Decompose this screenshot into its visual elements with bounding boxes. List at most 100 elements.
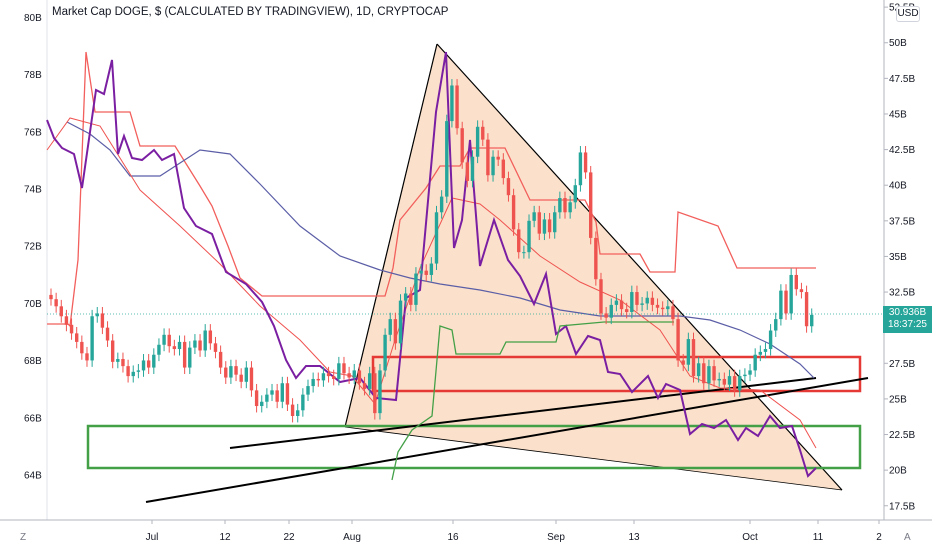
candle bbox=[275, 383, 279, 409]
candle-body bbox=[547, 219, 552, 233]
candle-body bbox=[280, 383, 284, 402]
ichimoku-green-line bbox=[391, 321, 674, 481]
candle-body bbox=[563, 198, 567, 213]
candle bbox=[388, 312, 392, 342]
candle-body bbox=[619, 300, 624, 310]
candle bbox=[80, 335, 84, 360]
candle-body bbox=[398, 300, 403, 344]
candle-body bbox=[177, 341, 182, 350]
candle bbox=[121, 352, 125, 373]
candle bbox=[116, 352, 120, 369]
right-tick-label: 35B bbox=[889, 252, 907, 263]
time-tick-label: 22 bbox=[283, 532, 295, 543]
candle-body bbox=[496, 156, 500, 160]
candle bbox=[203, 324, 207, 357]
candle bbox=[157, 338, 161, 362]
candle-body bbox=[475, 126, 480, 157]
candle bbox=[655, 298, 660, 315]
candle bbox=[234, 359, 238, 382]
candle-body bbox=[763, 349, 768, 352]
candle bbox=[599, 272, 603, 320]
candle-body bbox=[254, 390, 259, 407]
candle-body bbox=[244, 367, 249, 382]
candle bbox=[193, 334, 197, 355]
candle-body bbox=[511, 195, 516, 230]
candle-body bbox=[188, 347, 192, 368]
candle bbox=[650, 291, 655, 312]
candle-body bbox=[455, 85, 459, 129]
candle bbox=[198, 334, 202, 357]
candle-body bbox=[609, 304, 613, 318]
ichimoku-red-line bbox=[47, 51, 816, 328]
candle bbox=[486, 133, 490, 182]
log-scale-button[interactable]: Z bbox=[20, 532, 26, 543]
candle bbox=[311, 372, 315, 393]
candle-body bbox=[568, 202, 572, 213]
candle bbox=[589, 165, 593, 245]
candle-body bbox=[419, 270, 423, 274]
candle bbox=[614, 294, 619, 312]
candle-body bbox=[306, 386, 310, 395]
candle bbox=[49, 288, 53, 306]
candle-body bbox=[121, 359, 125, 367]
candle-body bbox=[213, 343, 218, 352]
candle-body bbox=[136, 370, 141, 372]
candle-body bbox=[234, 366, 238, 375]
candle bbox=[167, 328, 171, 353]
candle-body bbox=[49, 294, 53, 300]
candle-body bbox=[630, 292, 634, 312]
left-tick-label: 70B bbox=[24, 299, 42, 310]
candle bbox=[434, 205, 439, 270]
candle bbox=[532, 205, 536, 228]
candle bbox=[810, 308, 814, 333]
candle bbox=[666, 299, 670, 316]
candle-body bbox=[527, 220, 531, 253]
candle-body bbox=[388, 319, 392, 335]
candle-body bbox=[666, 306, 670, 310]
candle-body bbox=[779, 290, 783, 320]
candle bbox=[671, 299, 675, 326]
candle-body bbox=[686, 339, 691, 365]
candle bbox=[429, 257, 434, 282]
auto-scale-button[interactable]: A bbox=[904, 532, 911, 543]
support-box bbox=[86, 424, 862, 470]
currency-badge[interactable]: USD bbox=[896, 6, 920, 22]
candle-body bbox=[799, 289, 804, 293]
candle bbox=[774, 312, 778, 337]
candle-body bbox=[558, 198, 562, 213]
candle-body bbox=[239, 374, 243, 382]
candle bbox=[594, 231, 598, 286]
bar-countdown: 18:37:25 bbox=[888, 319, 927, 330]
candle-body bbox=[342, 363, 346, 374]
candle bbox=[337, 356, 341, 386]
candle bbox=[799, 282, 804, 299]
candle bbox=[640, 297, 644, 312]
candle-body bbox=[583, 152, 588, 173]
candle bbox=[527, 214, 531, 259]
candle bbox=[624, 302, 629, 319]
candle-body bbox=[69, 324, 74, 334]
time-tick-label: Sep bbox=[547, 532, 565, 543]
candle-body bbox=[393, 319, 398, 344]
candle-body bbox=[681, 360, 685, 365]
right-tick-label: 32.5B bbox=[889, 288, 915, 299]
candle-body bbox=[90, 316, 94, 361]
candle-body bbox=[105, 327, 110, 341]
candle-body bbox=[722, 378, 727, 385]
candle-body bbox=[403, 293, 408, 301]
candle bbox=[265, 388, 269, 409]
candle-body bbox=[152, 354, 156, 368]
candle bbox=[126, 359, 130, 383]
candle-body bbox=[650, 297, 655, 305]
right-tick-label: 40B bbox=[889, 181, 907, 192]
candle bbox=[630, 285, 634, 319]
time-tick-label: 13 bbox=[628, 532, 640, 543]
candle bbox=[722, 372, 727, 392]
candle-body bbox=[198, 340, 202, 351]
candle bbox=[727, 369, 732, 392]
candle-body bbox=[141, 360, 146, 371]
candle-body bbox=[409, 293, 413, 305]
candle bbox=[188, 341, 192, 374]
candle bbox=[332, 369, 336, 386]
